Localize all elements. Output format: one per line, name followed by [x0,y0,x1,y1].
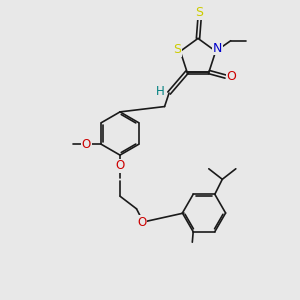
Text: N: N [212,42,222,55]
Text: S: S [173,43,181,56]
Text: O: O [226,70,236,83]
Text: O: O [137,216,146,229]
Text: O: O [116,159,124,172]
Text: H: H [156,85,165,98]
Text: S: S [196,6,203,20]
Text: O: O [82,138,91,151]
